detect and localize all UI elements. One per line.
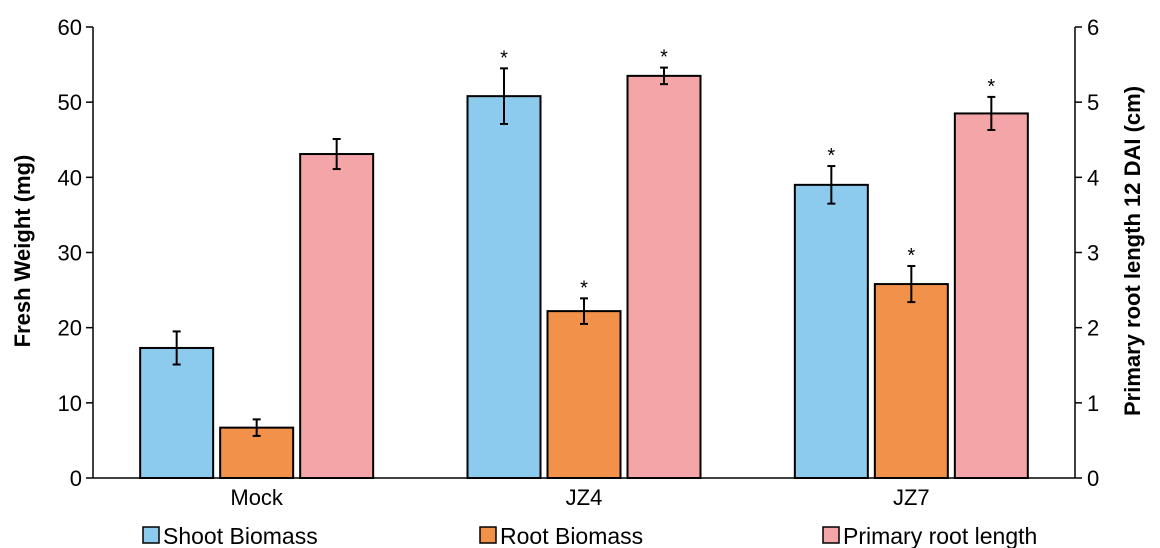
x-tick-label: JZ4 (566, 485, 603, 510)
significance-marker: * (827, 145, 835, 167)
bar (953, 112, 1029, 479)
x-tick-label: Mock (230, 485, 284, 510)
significance-marker: * (580, 277, 588, 299)
significance-marker: * (907, 245, 915, 267)
legend: Shoot Biomass Root Biomass Primary root le… (142, 523, 1037, 548)
legend-label: Shoot Biomass (163, 523, 318, 548)
y-tick-label: 20 (58, 316, 82, 341)
y-tick-label: 60 (58, 15, 82, 40)
y2-tick-label: 0 (1087, 466, 1099, 491)
y-tick-label: 0 (70, 466, 82, 491)
bar (626, 74, 702, 479)
significance-marker: * (987, 76, 995, 98)
bar (299, 153, 375, 479)
bar (466, 95, 542, 480)
significance-marker: * (660, 47, 668, 69)
y-tick-label: 10 (58, 391, 82, 416)
legend-swatch (822, 526, 840, 544)
y2-tick-label: 4 (1087, 165, 1099, 190)
y2-tick-label: 6 (1087, 15, 1099, 40)
y2-axis-title: Primary root length 12 DAI (cm) (1120, 86, 1145, 416)
bar (793, 183, 869, 479)
y-tick-label: 30 (58, 241, 82, 266)
y2-tick-label: 3 (1087, 241, 1099, 266)
x-tick-label: JZ7 (893, 485, 930, 510)
legend-swatch (142, 526, 160, 544)
legend-label: Root Biomass (500, 523, 643, 548)
bar (546, 310, 622, 479)
bar (139, 346, 215, 479)
y-tick-label: 50 (58, 90, 82, 115)
y2-tick-label: 1 (1087, 391, 1099, 416)
significance-marker: * (500, 47, 508, 69)
y2-tick-label: 2 (1087, 316, 1099, 341)
legend-swatch (479, 526, 497, 544)
bar (873, 283, 949, 479)
y2-tick-label: 5 (1087, 90, 1099, 115)
y-axis-title: Fresh Weight (mg) (10, 155, 35, 348)
bars: Mock * * * JZ4 * * * JZ7 (139, 47, 1029, 510)
y-tick-label: 40 (58, 165, 82, 190)
legend-label: Primary root length (843, 523, 1037, 548)
